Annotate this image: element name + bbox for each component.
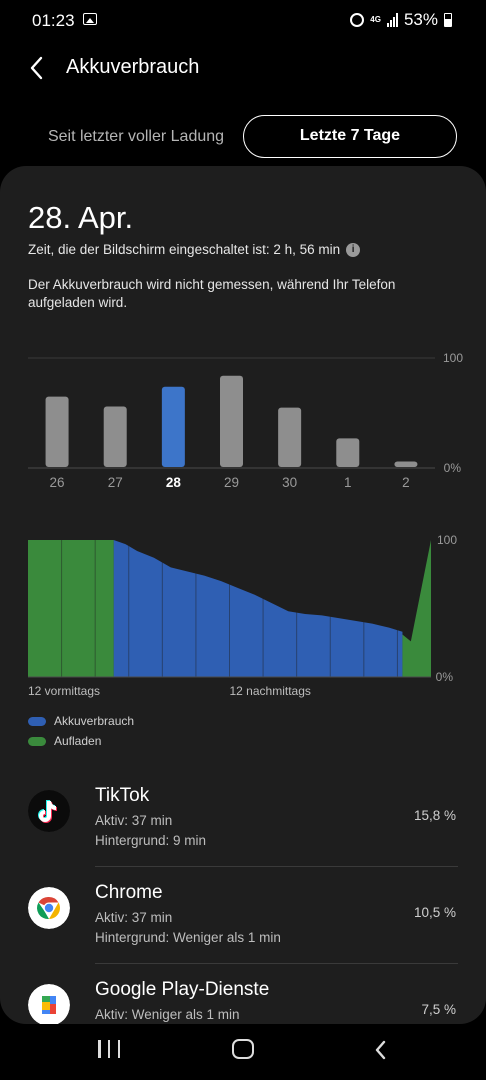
gallery-notification-icon bbox=[83, 13, 97, 25]
x-tick-label-29: 29 bbox=[224, 475, 239, 490]
usage-card: 28. Apr. Zeit, die der Bildschirm einges… bbox=[0, 166, 486, 1024]
legend-item-charging: Aufladen bbox=[28, 734, 134, 748]
app-usage-list: TikTok Aktiv: 37 min Hintergrund: 9 min … bbox=[0, 770, 486, 1024]
chrome-icon bbox=[28, 887, 70, 929]
daily-usage-bar-chart: 100 0% 26 27 28 29 30 1 2 bbox=[28, 351, 463, 490]
x-tick-label-2: 2 bbox=[402, 475, 410, 490]
app-name: TikTok bbox=[95, 785, 150, 806]
app-active-time: Aktiv: Weniger als 1 min bbox=[95, 1007, 240, 1022]
divider bbox=[95, 866, 458, 867]
app-usage-percent: 10,5 % bbox=[413, 905, 456, 920]
page-title: Akkuverbrauch bbox=[66, 56, 200, 78]
x-tick-label-1: 1 bbox=[344, 475, 352, 490]
legend-label-charging: Aufladen bbox=[54, 734, 102, 748]
app-row-google-play-services[interactable]: Google Play-Dienste Aktiv: Weniger als 1… bbox=[0, 964, 486, 1024]
app-name: Chrome bbox=[95, 882, 163, 903]
google-play-services-icon bbox=[28, 984, 70, 1024]
x-tick-label-noon: 12 nachmittags bbox=[230, 684, 311, 698]
info-icon[interactable]: i bbox=[346, 243, 361, 258]
screen-time-text: Zeit, die der Bildschirm eingeschaltet i… bbox=[28, 242, 361, 258]
bar-29 bbox=[220, 375, 243, 467]
bar-1 bbox=[336, 438, 360, 467]
app-row-chrome[interactable]: Chrome Aktiv: 37 min Hintergrund: Wenige… bbox=[0, 867, 486, 964]
recent-apps-icon[interactable] bbox=[98, 1040, 120, 1060]
chart-legend: Akkuverbrauch Aufladen bbox=[28, 714, 134, 754]
charging-area-1 bbox=[402, 540, 431, 677]
y-tick-label-max: 100 bbox=[437, 533, 457, 547]
bar-28 bbox=[161, 386, 185, 467]
legend-swatch-charging bbox=[28, 736, 46, 746]
alarm-icon bbox=[350, 13, 365, 27]
usage-area bbox=[113, 540, 403, 677]
app-background-time: Hintergrund: Weniger als 1 min bbox=[95, 930, 281, 945]
legend-item-usage: Akkuverbrauch bbox=[28, 714, 134, 728]
app-active-time: Aktiv: 37 min bbox=[95, 910, 173, 925]
back-arrow-icon[interactable] bbox=[28, 56, 46, 80]
status-time: 01:23 bbox=[32, 11, 75, 30]
divider bbox=[95, 963, 458, 964]
app-usage-percent: 15,8 % bbox=[413, 808, 456, 823]
legend-label-usage: Akkuverbrauch bbox=[54, 714, 135, 728]
status-icons: 4G 53% bbox=[350, 10, 452, 30]
charging-note: Der Akkuverbrauch wird nicht gemessen, w… bbox=[28, 277, 396, 310]
status-bar: 01:23 4G 53% bbox=[0, 0, 486, 40]
signal-icon bbox=[386, 13, 398, 27]
battery-level-area-chart: 100 0% 12 vormittags 12 nachmittags bbox=[28, 533, 457, 698]
y-tick-label-min: 0% bbox=[436, 670, 454, 684]
x-tick-label-28: 28 bbox=[166, 475, 182, 490]
x-tick-label-30: 30 bbox=[282, 475, 297, 490]
app-row-tiktok[interactable]: TikTok Aktiv: 37 min Hintergrund: 9 min … bbox=[0, 770, 486, 867]
charging-area-0 bbox=[28, 540, 114, 677]
bar-26 bbox=[45, 396, 69, 467]
nav-back-icon[interactable] bbox=[372, 1038, 390, 1062]
legend-swatch-usage bbox=[28, 716, 46, 726]
app-name: Google Play-Dienste bbox=[95, 979, 270, 1000]
bar-2 bbox=[394, 461, 418, 467]
segment-last-7-days[interactable]: Letzte 7 Tage bbox=[243, 115, 457, 158]
app-header: Akkuverbrauch bbox=[0, 50, 486, 86]
selected-date: 28. Apr. bbox=[28, 200, 134, 235]
app-active-time: Aktiv: 37 min bbox=[95, 813, 173, 828]
x-tick-label-26: 26 bbox=[50, 475, 65, 490]
battery-icon bbox=[444, 13, 452, 27]
bar-27 bbox=[103, 406, 127, 467]
app-background-time: Hintergrund: 9 min bbox=[95, 833, 207, 848]
battery-percent: 53% bbox=[403, 10, 438, 29]
system-nav-bar bbox=[0, 1024, 486, 1080]
x-tick-label-midnight: 12 vormittags bbox=[28, 684, 100, 698]
segment-since-full-charge[interactable]: Seit letzter voller Ladung bbox=[47, 128, 225, 145]
app-usage-percent: 7,5 % bbox=[421, 1002, 456, 1017]
tiktok-icon bbox=[28, 790, 70, 832]
bar-30 bbox=[278, 407, 302, 467]
y-tick-label-min: 0% bbox=[444, 461, 462, 475]
home-icon[interactable] bbox=[232, 1039, 254, 1059]
x-tick-label-27: 27 bbox=[108, 475, 123, 490]
y-tick-label-max: 100 bbox=[443, 351, 463, 365]
network-type: 4G bbox=[370, 15, 381, 24]
screen-time-label: Zeit, die der Bildschirm eingeschaltet i… bbox=[28, 242, 341, 257]
